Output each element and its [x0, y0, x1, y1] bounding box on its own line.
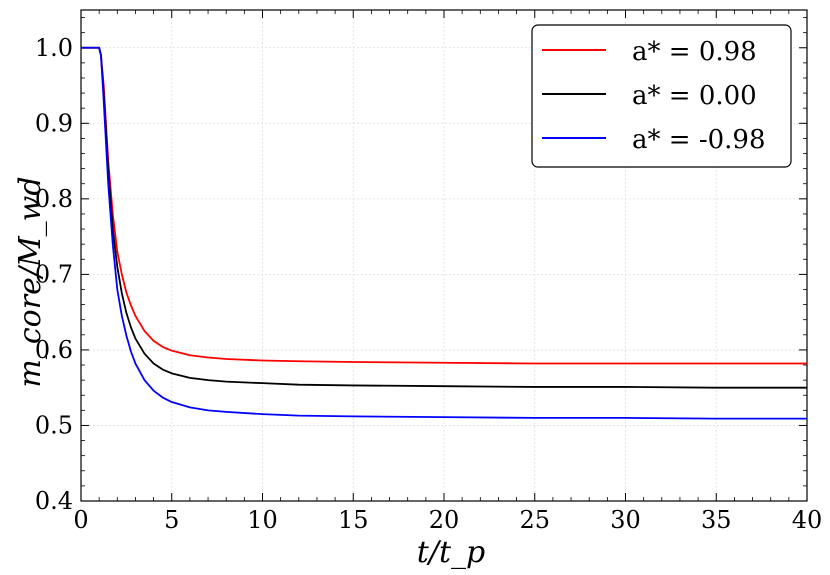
- y-tick-label: 1.0: [35, 34, 73, 62]
- y-tick-label: 0.9: [35, 109, 73, 137]
- y-axis-label: m_core/M_wd: [13, 176, 48, 387]
- y-tick-label: 0.5: [35, 411, 73, 439]
- ticks: 0 5 10 15 20 25 30 35 40 0.4 0.5 0.6 0.7 0.8 0.9 1.0: [35, 10, 822, 534]
- x-tick-label: 5: [164, 506, 179, 534]
- x-tick-label: 30: [610, 506, 641, 534]
- x-tick-label: 40: [792, 506, 823, 534]
- x-tick-label: 35: [701, 506, 732, 534]
- x-tick-label: 20: [429, 506, 460, 534]
- legend-label: a* = -0.98: [632, 125, 766, 155]
- x-tick-label: 25: [519, 506, 550, 534]
- x-tick-label: 15: [338, 506, 369, 534]
- legend-box: [531, 24, 792, 168]
- y-axis-title: m_core/M_wd: [13, 176, 48, 387]
- x-tick-label: 10: [247, 506, 278, 534]
- legend-label: a* = 0.98: [632, 37, 757, 67]
- y-tick-label: 0.8: [35, 185, 73, 213]
- y-tick-label: 0.7: [35, 260, 73, 288]
- y-tick-label: 0.4: [35, 487, 73, 515]
- series-line-1: [81, 46, 807, 389]
- legend: a* = 0.98 a* = 0.00 a* = -0.98: [531, 24, 792, 168]
- legend-label: a* = 0.00: [632, 81, 757, 111]
- y-tick-label: 0.6: [35, 336, 73, 364]
- series-line-2: [81, 46, 807, 420]
- x-axis-label: t/t_p: [417, 535, 485, 570]
- x-tick-label: 0: [73, 506, 88, 534]
- series-lines: [81, 46, 807, 420]
